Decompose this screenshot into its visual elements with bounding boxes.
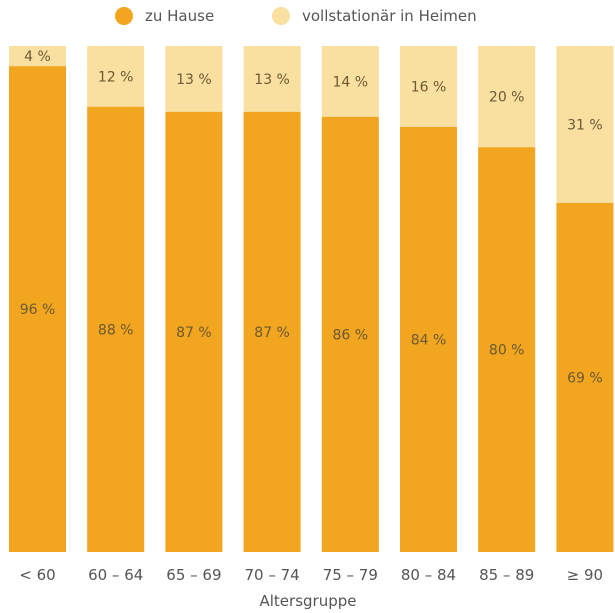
bar-segment-zu-hause-65-69 bbox=[165, 111, 223, 553]
x-tick-label-ge-90: ≥ 90 bbox=[567, 566, 603, 584]
value-label-heime-ge-90: 31 % bbox=[567, 117, 603, 133]
bar-segment-heime-70-74 bbox=[243, 46, 301, 112]
bar-segment-heime-lt-60 bbox=[9, 46, 66, 67]
value-label-heime-65-69: 13 % bbox=[176, 72, 212, 88]
bar-segment-heime-60-64 bbox=[87, 46, 145, 107]
bar-segment-heime-65-69 bbox=[165, 46, 223, 112]
bars-group: 4 % 96 % 12 % 88 % 13 % 87 % 13 % 87 % 14 % 86 % 1… bbox=[9, 46, 614, 553]
bar-segment-heime-75-79 bbox=[321, 46, 379, 117]
x-tick-label-lt-60: < 60 bbox=[19, 566, 55, 584]
legend-label-vollstationaer: vollstationär in Heimen bbox=[302, 7, 477, 25]
value-label-zu-hause-70-74: 87 % bbox=[254, 325, 290, 341]
bar-segment-zu-hause-70-74 bbox=[243, 111, 301, 553]
x-tick-label-85-89: 85 – 89 bbox=[479, 566, 534, 584]
legend-swatch-vollstationaer bbox=[272, 7, 290, 25]
value-label-zu-hause-65-69: 87 % bbox=[176, 325, 212, 341]
value-label-heime-75-79: 14 % bbox=[333, 74, 369, 90]
legend-label-zu-hause: zu Hause bbox=[145, 7, 214, 25]
bar-segment-zu-hause-85-89 bbox=[478, 147, 536, 552]
bar-segment-heime-85-89 bbox=[478, 46, 536, 148]
bar-segment-zu-hause-80-84 bbox=[400, 127, 457, 552]
legend-item-zu-hause: zu Hause bbox=[115, 7, 214, 25]
bar-segment-zu-hause-ge-90 bbox=[556, 202, 614, 552]
value-label-heime-85-89: 20 % bbox=[489, 90, 525, 106]
legend-swatch-zu-hause bbox=[115, 7, 133, 25]
legend: zu Hause vollstationär in Heimen bbox=[115, 7, 477, 25]
x-axis-title: Altersgruppe bbox=[260, 592, 357, 610]
value-label-zu-hause-80-84: 84 % bbox=[411, 333, 447, 349]
bar-segment-zu-hause-lt-60 bbox=[9, 66, 66, 552]
value-label-zu-hause-75-79: 86 % bbox=[333, 327, 369, 343]
x-tick-label-60-64: 60 – 64 bbox=[88, 566, 143, 584]
bar-segment-zu-hause-60-64 bbox=[87, 106, 145, 552]
bar-segment-zu-hause-75-79 bbox=[321, 116, 379, 553]
value-label-zu-hause-ge-90: 69 % bbox=[567, 370, 603, 386]
bar-segment-heime-80-84 bbox=[400, 46, 457, 127]
x-tick-label-70-74: 70 – 74 bbox=[244, 566, 299, 584]
value-label-zu-hause-60-64: 88 % bbox=[98, 322, 134, 338]
value-label-heime-lt-60: 4 % bbox=[24, 49, 51, 65]
x-tick-label-80-84: 80 – 84 bbox=[401, 566, 456, 584]
legend-item-vollstationaer: vollstationär in Heimen bbox=[272, 7, 477, 25]
x-tick-labels: < 60 60 – 64 65 – 69 70 – 74 75 – 79 80 – 84 8… bbox=[19, 566, 603, 584]
value-label-heime-60-64: 12 % bbox=[98, 69, 134, 85]
value-label-heime-70-74: 13 % bbox=[254, 72, 290, 88]
value-label-heime-80-84: 16 % bbox=[411, 80, 447, 96]
x-tick-label-75-79: 75 – 79 bbox=[323, 566, 378, 584]
value-label-zu-hause-lt-60: 96 % bbox=[20, 302, 56, 318]
bar-segment-heime-ge-90 bbox=[556, 46, 614, 203]
x-tick-label-65-69: 65 – 69 bbox=[166, 566, 221, 584]
value-label-zu-hause-85-89: 80 % bbox=[489, 343, 525, 359]
